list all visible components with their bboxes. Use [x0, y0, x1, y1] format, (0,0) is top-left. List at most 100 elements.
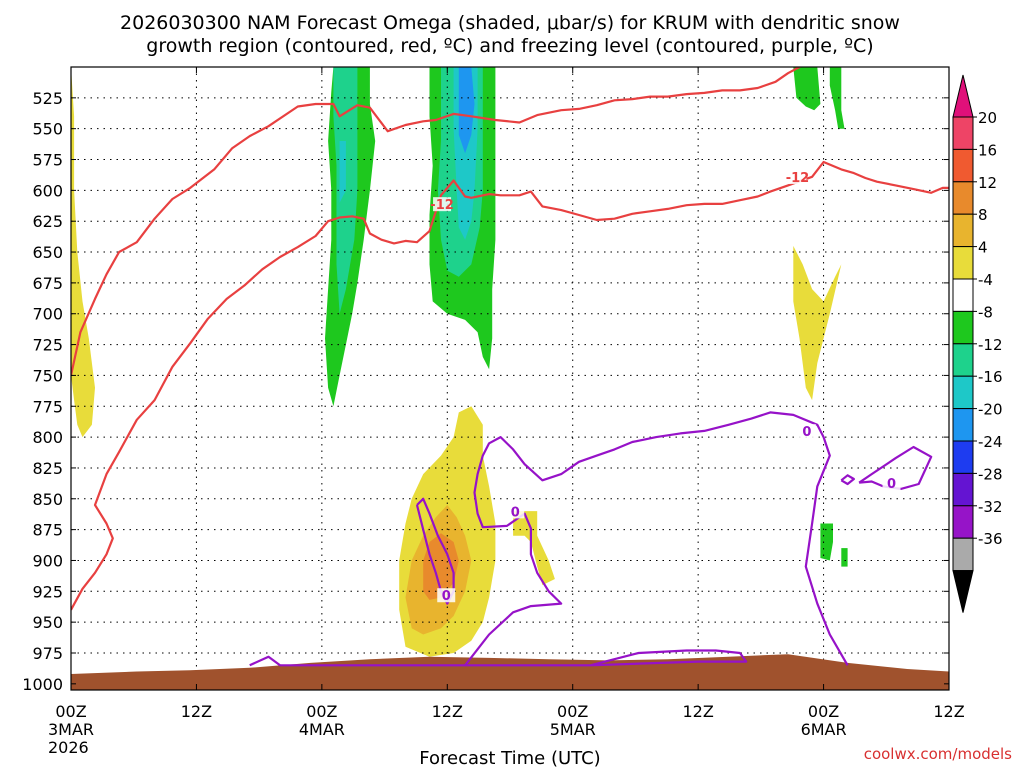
contour-line-6 — [840, 474, 856, 486]
plot-frame — [70, 66, 950, 691]
colorbar-label-12: -32 — [978, 498, 1003, 516]
contour-label-bg-2 — [437, 588, 456, 603]
x-tick-sublabel-0: 3MAR — [48, 720, 94, 739]
contour-label-0: -12 — [430, 198, 454, 213]
x-tick-sublabel-4: 5MAR — [550, 720, 596, 739]
terrain-fill — [71, 654, 949, 690]
y-tick-label-1: 550 — [32, 120, 63, 139]
contour-label-bg-3 — [506, 504, 525, 519]
contour-line-1 — [71, 160, 949, 611]
x-tick-sublabel-2: 4MAR — [299, 720, 345, 739]
omega-region-9 — [793, 67, 821, 111]
contour-label-1: -12 — [786, 171, 810, 186]
y-tick-label-11: 800 — [32, 428, 63, 447]
omega-shading — [71, 67, 848, 657]
y-axis-ticks: 525 550 575 600 625 650 675 700 725 750 775 800 825 8… — [22, 89, 949, 694]
y-tick-label-5: 650 — [32, 243, 63, 262]
colorbar-label-2: 12 — [978, 174, 997, 192]
colorbar-swatch-11 — [952, 472, 974, 507]
x-tick-label-2: 00Z — [306, 702, 337, 721]
colorbar-swatch-0 — [952, 116, 974, 150]
colorbar-top-arrow — [952, 74, 974, 118]
colorbar-label-0: 20 — [978, 109, 997, 127]
y-tick-label-16: 925 — [32, 582, 63, 601]
colorbar-label-10: -24 — [978, 433, 1003, 451]
x-tick-label-3: 12Z — [432, 702, 463, 721]
contour-label-bg-0 — [433, 197, 452, 212]
omega-region-10 — [829, 67, 845, 129]
x-tick-label-1: 12Z — [181, 702, 212, 721]
terrain-layer — [71, 654, 949, 690]
colorbar-label-7: -12 — [978, 336, 1003, 354]
colorbar-swatch-12 — [952, 505, 974, 539]
colorbar-label-4: 4 — [978, 239, 988, 257]
contour-line-4 — [249, 649, 748, 667]
colorbar-swatch-5 — [952, 278, 974, 312]
chart-title-line-2: growth region (contoured, red, ºC) and f… — [146, 35, 873, 57]
y-tick-label-3: 600 — [32, 181, 63, 200]
y-tick-label-0: 525 — [32, 89, 63, 108]
y-tick-label-19: 1000 — [22, 675, 63, 694]
y-tick-label-13: 850 — [32, 490, 63, 509]
colorbar-label-5: -4 — [978, 271, 993, 289]
x-tick-label-6: 00Z — [808, 702, 839, 721]
x-tick-sublabel-6: 6MAR — [801, 720, 847, 739]
omega-region-17 — [339, 141, 346, 203]
gridlines — [71, 67, 949, 690]
y-tick-label-6: 675 — [32, 274, 63, 293]
x-tick-year-0: 2026 — [48, 738, 89, 757]
colorbar-swatch-7 — [952, 343, 974, 377]
contour-label-bg-5 — [882, 475, 901, 490]
omega-region-19 — [793, 245, 842, 401]
chart-title-line-1: 2026030300 NAM Forecast Omega (shaded, μ… — [120, 12, 900, 34]
contour-line-2 — [464, 411, 849, 666]
colorbar-label-6: -8 — [978, 303, 993, 321]
colorbar-label-11: -28 — [978, 465, 1003, 483]
contour-line-0 — [71, 67, 802, 376]
contour-line-5 — [858, 445, 933, 490]
y-tick-label-15: 900 — [32, 551, 63, 570]
y-tick-label-4: 625 — [32, 212, 63, 231]
y-tick-label-14: 875 — [32, 521, 63, 540]
omega-region-21 — [513, 511, 555, 586]
colorbar-swatch-13 — [952, 537, 974, 572]
credit-link[interactable]: coolwx.com/models — [864, 745, 1012, 763]
x-tick-label-0: 00Z — [55, 702, 86, 721]
contour-label-bg-4 — [797, 424, 816, 439]
y-tick-label-2: 575 — [32, 151, 63, 170]
omega-region-16 — [458, 67, 475, 154]
contour-label-2: 0 — [442, 589, 451, 604]
colorbar-swatch-3 — [952, 213, 974, 248]
x-tick-label-7: 12Z — [933, 702, 964, 721]
x-axis-label: Forecast Time (UTC) — [419, 748, 600, 768]
colorbar-label-8: -16 — [978, 368, 1003, 386]
contour-label-bg-1 — [788, 170, 807, 185]
colorbar-label-13: -36 — [978, 530, 1003, 548]
contour-label-4: 0 — [802, 425, 811, 440]
omega-region-11 — [820, 523, 833, 561]
omega-region-12 — [841, 548, 848, 567]
y-tick-label-18: 975 — [32, 644, 63, 663]
x-tick-label-4: 00Z — [557, 702, 588, 721]
colorbar-swatch-9 — [952, 408, 974, 442]
colorbar-swatch-8 — [952, 375, 974, 410]
contour-labels: -12 -12 0 0 0 0 — [430, 170, 901, 604]
colorbar-swatch-6 — [952, 310, 974, 345]
y-tick-label-17: 950 — [32, 613, 63, 632]
colorbar-swatch-2 — [952, 181, 974, 215]
y-tick-label-10: 775 — [32, 397, 63, 416]
colorbar-swatch-4 — [952, 246, 974, 280]
y-tick-label-12: 825 — [32, 459, 63, 478]
omega-region-23 — [423, 533, 459, 600]
contour-label-5: 0 — [887, 477, 896, 492]
y-tick-label-7: 700 — [32, 305, 63, 324]
colorbar-swatch-10 — [952, 440, 974, 474]
y-tick-label-8: 725 — [32, 336, 63, 355]
y-tick-label-9: 750 — [32, 366, 63, 385]
colorbar-bottom-arrow — [952, 570, 974, 613]
colorbar-label-1: 16 — [978, 141, 997, 159]
contour-label-3: 0 — [511, 505, 520, 520]
x-tick-label-5: 12Z — [682, 702, 713, 721]
